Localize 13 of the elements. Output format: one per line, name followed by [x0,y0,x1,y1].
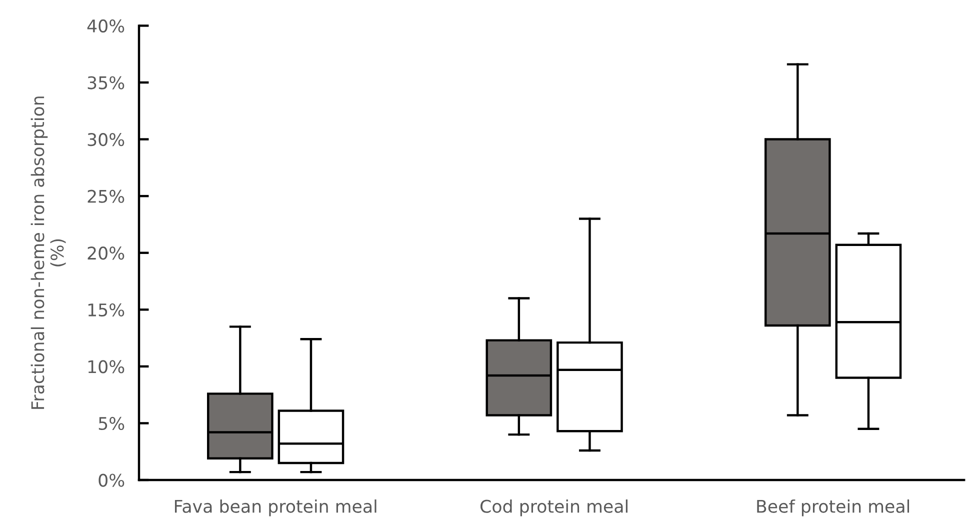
x-tick-label: Beef protein meal [757,499,910,516]
y-tick-label: 40% [87,19,124,33]
y-tick-label: 35% [88,76,124,90]
y-tick-label: 20% [88,246,124,260]
x-tick-label: Cod protein meal [480,499,628,516]
y-tick-label: 25% [88,190,124,203]
y-tick-label: 15% [88,303,124,316]
x-tick-label: Fava bean protein meal [174,499,376,516]
y-tick-label: 5% [98,416,124,430]
y-tick-label: 10% [88,360,124,374]
y-axis-title: Fractional non-heme iron absorption (%) [30,96,66,409]
y-tick-label: 30% [88,132,124,146]
y-tick-label: 0% [98,474,124,487]
